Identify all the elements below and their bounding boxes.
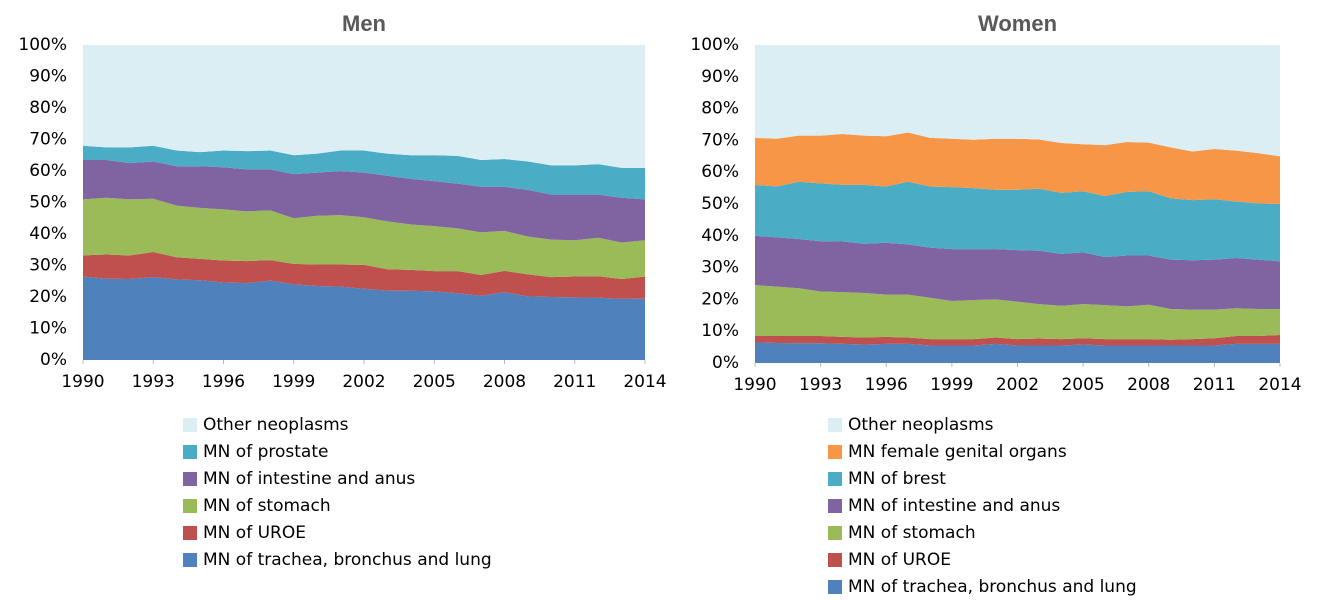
legend-swatch: [828, 526, 842, 540]
area: [755, 132, 1280, 204]
y-tick-label: 20%: [701, 289, 739, 309]
x-tick-label: 2008: [1127, 375, 1170, 395]
legend-swatch: [183, 499, 197, 513]
legend-label: Other neoplasms: [203, 415, 349, 435]
x-tick-label: 2002: [342, 372, 385, 392]
area: [83, 251, 645, 299]
legend-label: MN of stomach: [203, 496, 331, 516]
x-tick-label: 2011: [1193, 375, 1236, 395]
x-tick-label: 2005: [413, 372, 456, 392]
y-tick-label: 60%: [701, 162, 739, 182]
y-tick-label: 100%: [690, 35, 739, 55]
y-tick-label: 70%: [701, 130, 739, 150]
legend-label: MN female genital organs: [848, 442, 1067, 462]
y-tick-label: 100%: [18, 35, 67, 55]
area: [755, 45, 1280, 157]
y-tick-label: 50%: [701, 194, 739, 214]
area: [83, 45, 645, 168]
legend-label: MN of trachea, bronchus and lung: [203, 550, 492, 570]
y-tick-label: 10%: [701, 321, 739, 341]
y-tick-label: 30%: [29, 256, 67, 276]
x-tick-label: 1999: [930, 375, 973, 395]
area: [83, 145, 645, 200]
legend-label: MN of intestine and anus: [203, 469, 415, 489]
y-tick-label: 50%: [29, 193, 67, 213]
y-tick-label: 80%: [701, 99, 739, 119]
legend-label: MN of prostate: [203, 442, 328, 462]
y-tick-label: 90%: [701, 67, 739, 87]
x-tick-label: 1990: [61, 372, 104, 392]
legend-swatch: [828, 499, 842, 513]
legend-swatch: [183, 418, 197, 432]
x-tick-label: 2011: [553, 372, 596, 392]
legend-swatch: [183, 526, 197, 540]
legend-swatch: [183, 472, 197, 486]
legend-label: MN of UROE: [203, 523, 306, 543]
area: [83, 159, 645, 243]
x-tick-label: 1990: [733, 375, 776, 395]
y-tick-label: 40%: [29, 224, 67, 244]
legend-label: Other neoplasms: [848, 415, 994, 435]
legend-label: MN of trachea, bronchus and lung: [848, 577, 1137, 597]
y-tick-label: 90%: [29, 67, 67, 87]
y-tick-label: 0%: [712, 353, 739, 373]
y-tick-label: 10%: [29, 319, 67, 339]
x-tick-label: 1999: [272, 372, 315, 392]
area: [83, 276, 645, 360]
area: [755, 235, 1280, 310]
legend-label: MN of brest: [848, 469, 946, 489]
y-tick-label: 30%: [701, 258, 739, 278]
x-tick-label: 1996: [202, 372, 245, 392]
x-tick-label: 2008: [483, 372, 526, 392]
area: [755, 335, 1280, 346]
y-tick-label: 70%: [29, 130, 67, 150]
legend-label: MN of intestine and anus: [848, 496, 1060, 516]
area: [755, 181, 1280, 262]
x-tick-label: 1996: [865, 375, 908, 395]
chart-title: Men: [342, 11, 386, 36]
legend-label: MN of stomach: [848, 523, 976, 543]
y-tick-label: 60%: [29, 161, 67, 181]
legend-swatch: [828, 472, 842, 486]
legend-swatch: [828, 418, 842, 432]
x-tick-label: 1993: [132, 372, 175, 392]
legend-swatch: [828, 580, 842, 594]
x-tick-label: 2014: [1258, 375, 1301, 395]
x-tick-label: 2014: [623, 372, 666, 392]
x-tick-label: 1993: [799, 375, 842, 395]
x-tick-label: 2005: [1061, 375, 1104, 395]
legend-swatch: [183, 553, 197, 567]
legend-label: MN of UROE: [848, 550, 951, 570]
area: [83, 197, 645, 280]
x-tick-label: 2002: [996, 375, 1039, 395]
area: [755, 285, 1280, 340]
y-tick-label: 20%: [29, 287, 67, 307]
y-tick-label: 0%: [40, 350, 67, 370]
legend-swatch: [183, 445, 197, 459]
y-tick-label: 40%: [701, 226, 739, 246]
y-tick-label: 80%: [29, 98, 67, 118]
chart-title: Women: [978, 11, 1057, 36]
area: [755, 342, 1280, 363]
legend-swatch: [828, 445, 842, 459]
legend-swatch: [828, 553, 842, 567]
